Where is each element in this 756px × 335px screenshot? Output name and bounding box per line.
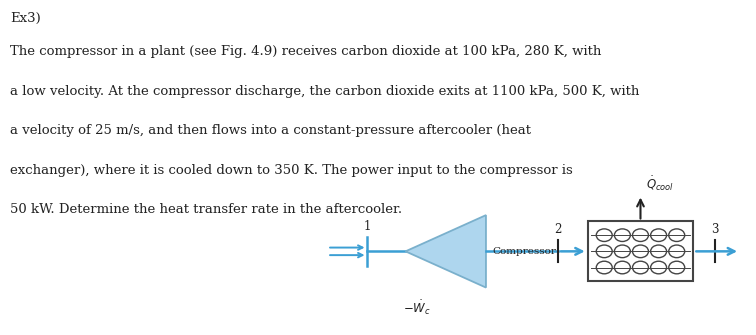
Text: Compressor: Compressor: [492, 247, 556, 256]
Text: $\dot{Q}_{cool}$: $\dot{Q}_{cool}$: [646, 175, 674, 193]
Text: 2: 2: [554, 223, 562, 236]
Text: exchanger), where it is cooled down to 350 K. The power input to the compressor : exchanger), where it is cooled down to 3…: [10, 164, 572, 177]
Bar: [587, 221, 693, 281]
Text: 1: 1: [364, 220, 371, 233]
Text: a velocity of 25 m/s, and then flows into a constant-pressure aftercooler (heat: a velocity of 25 m/s, and then flows int…: [10, 124, 531, 137]
Text: a low velocity. At the compressor discharge, the carbon dioxide exits at 1100 kP: a low velocity. At the compressor discha…: [10, 85, 640, 98]
Text: 50 kW. Determine the heat transfer rate in the aftercooler.: 50 kW. Determine the heat transfer rate …: [10, 203, 402, 216]
Text: 3: 3: [711, 223, 718, 236]
Text: The compressor in a plant (see Fig. 4.9) receives carbon dioxide at 100 kPa, 280: The compressor in a plant (see Fig. 4.9)…: [10, 45, 601, 58]
Text: $-\dot{W}_c$: $-\dot{W}_c$: [404, 298, 432, 317]
Text: Ex3): Ex3): [10, 12, 41, 25]
Polygon shape: [405, 215, 486, 287]
